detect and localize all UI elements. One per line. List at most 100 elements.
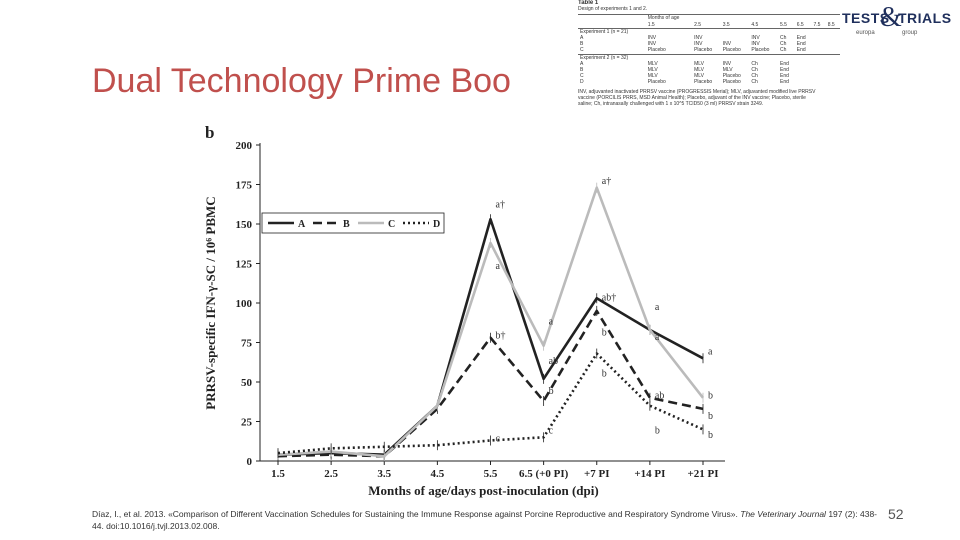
x-tick-label: 1.5	[271, 468, 285, 480]
x-tick-label: +21 PI	[687, 468, 718, 480]
table-cell: Ch	[780, 41, 787, 48]
table-footnote: INV, adjuvanted inactivated PRRSV vaccin…	[578, 88, 816, 108]
y-tick-label: 25	[241, 417, 253, 429]
x-tick-label: 3.5	[377, 468, 391, 480]
significance-label: b	[655, 425, 660, 436]
table-cell: 3.5	[722, 21, 730, 28]
y-tick-label: 50	[241, 377, 253, 389]
table-cell: INV	[694, 41, 703, 48]
legend-label-c: C	[388, 219, 395, 230]
table-cell: Experiment 1 (n = 21)	[580, 28, 629, 35]
table-cell: Placebo	[694, 79, 713, 86]
table-cell: INV	[722, 41, 732, 48]
table-section-row: Experiment 1 (n = 21)	[578, 28, 840, 35]
legend-label-b: B	[343, 219, 350, 230]
table-cell: INV	[722, 60, 732, 67]
y-tick-label: 150	[236, 219, 253, 231]
table-cell: MLV	[694, 73, 704, 80]
table-cell: Experiment 2 (n = 32)	[580, 54, 629, 61]
slide-title: Dual Technology Prime Boo	[92, 62, 511, 100]
table-cell: End	[780, 73, 789, 80]
table-cell: INV	[751, 35, 760, 42]
x-tick-label: 6.5 (+0 PI)	[519, 468, 569, 480]
table-title: Table 1	[578, 0, 599, 6]
significance-label: ab	[655, 391, 664, 402]
citation-journal: The Veterinary Journal	[740, 509, 826, 519]
table-cell: 6.5	[796, 21, 804, 28]
panel-label: b	[205, 123, 214, 142]
table-cell: Placebo	[694, 47, 713, 54]
x-axis-label: Months of age/days post-inoculation (dpi…	[368, 483, 598, 498]
table-cell: A	[580, 60, 584, 67]
significance-label: b	[708, 411, 713, 422]
ifn-line-chart: 0 25 50 75 100 125 150 175 200 1.5 2.5 3.5 4.5 5.5 6.5…	[203, 123, 725, 498]
significance-label: b	[708, 391, 713, 402]
y-tick-label: 0	[247, 456, 253, 468]
table-section-row: Experiment 2 (n = 32)	[578, 54, 840, 61]
table-cell: A	[580, 35, 584, 42]
design-table: Table 1 Design of experiments 1 and 2. M…	[578, 0, 840, 186]
table-cell: C	[580, 73, 584, 80]
table-row: A MLV MLV INV Ch End	[578, 61, 840, 67]
citation-details: 197 (2): 438-44. doi:10.1016/j.tvjl.2013…	[92, 509, 877, 531]
table-cell: 4.5	[751, 21, 759, 28]
table-cell: End	[780, 79, 789, 86]
y-tick-label: 200	[236, 140, 253, 152]
table-row: A INV INV INV Ch End	[578, 35, 840, 41]
y-axis-label: PRRSV-specific IFN-γ-SC / 10⁶ PBMC	[203, 196, 218, 409]
table-cell: End	[780, 67, 789, 74]
logo-subtext-2: group	[902, 30, 918, 36]
table-cell: INV	[751, 41, 760, 48]
table-cell: Placebo	[647, 47, 666, 54]
page-number: 52	[888, 506, 904, 522]
citation: Díaz, I., et al. 2013. «Comparison of Di…	[92, 508, 882, 532]
significance-label: a	[549, 316, 554, 327]
legend-box	[261, 212, 445, 234]
table-row: C Placebo Placebo Placebo Placebo Ch End	[578, 47, 840, 54]
significance-label: a	[655, 302, 660, 313]
table-cell: Ch	[780, 47, 787, 54]
table-cell: End	[780, 60, 789, 67]
table-cell: INV	[647, 35, 657, 42]
legend-label-d: D	[433, 219, 440, 230]
table-cell: Placebo	[722, 73, 741, 80]
y-tick-label: 125	[236, 259, 253, 271]
table-cell: 1.5	[647, 21, 655, 28]
y-tick-label: 100	[236, 298, 253, 310]
significance-label: a	[496, 261, 501, 272]
significance-label: b	[602, 327, 607, 338]
series-line-d	[277, 352, 704, 455]
table-row: B MLV MLV MLV Ch End	[578, 67, 840, 73]
significance-label: ab†	[602, 293, 616, 304]
table-cell: Placebo	[751, 47, 770, 54]
table-cell: Ch	[751, 60, 758, 67]
table-cell	[578, 22, 646, 29]
significance-label: ab	[549, 356, 558, 367]
logo-text-trials: TRIALS	[898, 10, 952, 26]
table-subtitle: Design of experiments 1 and 2.	[578, 6, 648, 13]
significance-label: a†	[496, 199, 505, 210]
table-cell: MLV	[647, 60, 658, 67]
significance-label: a†	[602, 176, 611, 187]
logo-ampersand: &	[880, 2, 902, 33]
significance-label: a	[708, 346, 713, 357]
significance-label: b	[549, 386, 554, 397]
table-cell: Placebo	[647, 79, 666, 86]
x-tick-label: 5.5	[484, 468, 498, 480]
series-line-b	[277, 309, 704, 458]
table-cell: Ch	[780, 35, 787, 42]
logo-subtext-1: europa	[856, 30, 875, 36]
logo-text-tests: TESTS	[842, 10, 890, 26]
table-cell: Months of age	[647, 15, 680, 22]
significance-label: c	[496, 433, 501, 444]
table-cell: MLV	[647, 67, 658, 74]
table-cell: INV	[647, 41, 657, 48]
legend-label-a: A	[298, 219, 306, 230]
significance-label: c	[549, 425, 554, 436]
table-cell: Ch	[751, 67, 758, 74]
table-cell: End	[796, 41, 806, 48]
x-tick-label: +7 PI	[584, 468, 610, 480]
table-cell: Placebo	[722, 79, 741, 86]
table-cell: B	[580, 67, 584, 74]
table-cell: End	[796, 47, 806, 54]
